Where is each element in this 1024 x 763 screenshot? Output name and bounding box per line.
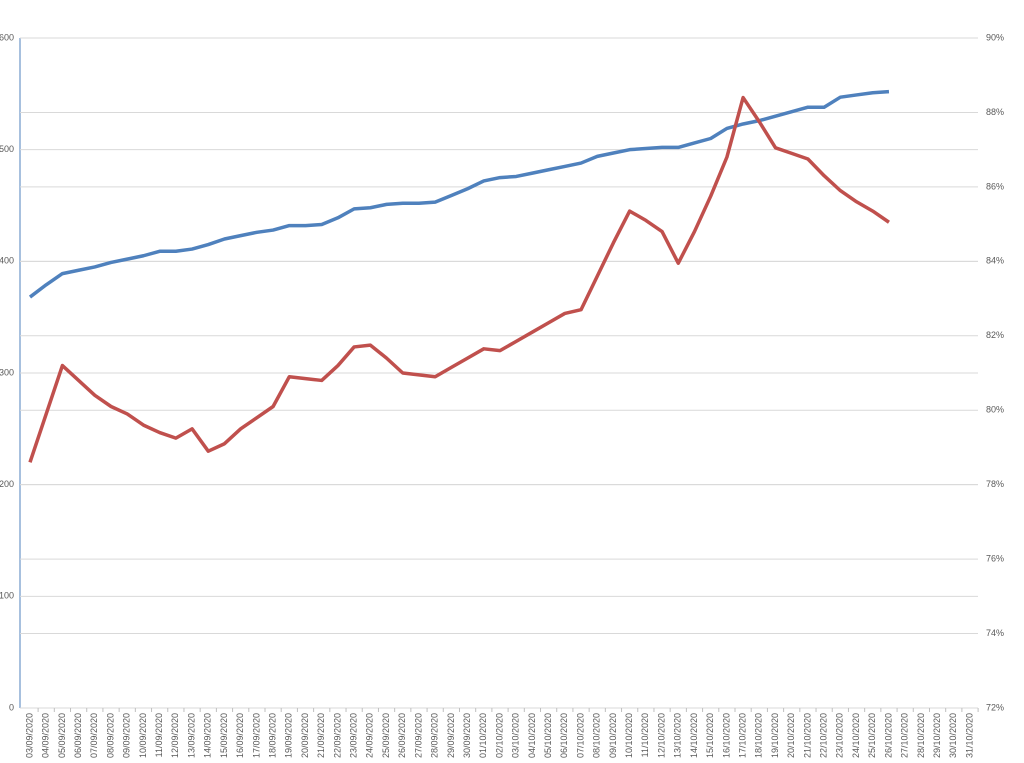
- y-tick-label: 200: [0, 479, 14, 489]
- x-tick-label: 04/09/2020: [41, 713, 51, 758]
- x-tick-label: 26/10/2020: [883, 713, 893, 758]
- x-tick-label: 30/09/2020: [462, 713, 472, 758]
- x-tick-label: 07/09/2020: [89, 713, 99, 758]
- x-tick-label: 09/09/2020: [122, 713, 132, 758]
- x-tick-label: 25/09/2020: [381, 713, 391, 758]
- x-tick-label: 10/09/2020: [138, 713, 148, 758]
- y2-tick-label: 76%: [986, 553, 1004, 563]
- x-tick-label: 29/10/2020: [932, 713, 942, 758]
- x-tick-label: 12/09/2020: [170, 713, 180, 758]
- x-tick-label: 20/10/2020: [786, 713, 796, 758]
- x-tick-label: 28/10/2020: [916, 713, 926, 758]
- x-tick-label: 30/10/2020: [948, 713, 958, 758]
- x-tick-label: 19/09/2020: [284, 713, 294, 758]
- y2-tick-label: 84%: [986, 256, 1004, 266]
- y-tick-label: 100: [0, 591, 14, 601]
- y2-tick-label: 78%: [986, 479, 1004, 489]
- x-tick-label: 05/09/2020: [57, 713, 67, 758]
- x-tick-label: 22/10/2020: [819, 713, 829, 758]
- x-tick-label: 16/10/2020: [721, 713, 731, 758]
- y-tick-label: 300: [0, 367, 14, 377]
- x-tick-label: 26/09/2020: [397, 713, 407, 758]
- x-tick-label: 04/10/2020: [527, 713, 537, 758]
- x-tick-label: 17/09/2020: [251, 713, 261, 758]
- x-tick-label: 03/10/2020: [511, 713, 521, 758]
- x-tick-label: 18/09/2020: [267, 713, 277, 758]
- y-tick-label: 600: [0, 32, 14, 42]
- x-tick-label: 15/09/2020: [219, 713, 229, 758]
- x-tick-label: 13/09/2020: [186, 713, 196, 758]
- x-tick-label: 23/10/2020: [835, 713, 845, 758]
- x-tick-label: 10/10/2020: [624, 713, 634, 758]
- x-tick-label: 23/09/2020: [349, 713, 359, 758]
- x-tick-label: 13/10/2020: [673, 713, 683, 758]
- x-tick-label: 29/09/2020: [446, 713, 456, 758]
- x-tick-label: 09/10/2020: [608, 713, 618, 758]
- x-tick-label: 06/10/2020: [559, 713, 569, 758]
- x-tick-label: 21/09/2020: [316, 713, 326, 758]
- x-tick-label: 07/10/2020: [575, 713, 585, 758]
- x-tick-label: 27/09/2020: [413, 713, 423, 758]
- x-tick-label: 24/09/2020: [365, 713, 375, 758]
- x-tick-label: 08/09/2020: [105, 713, 115, 758]
- y2-tick-label: 72%: [986, 702, 1004, 712]
- x-tick-label: 19/10/2020: [770, 713, 780, 758]
- x-tick-label: 21/10/2020: [802, 713, 812, 758]
- x-tick-label: 14/09/2020: [203, 713, 213, 758]
- x-tick-label: 31/10/2020: [964, 713, 974, 758]
- x-tick-label: 28/09/2020: [430, 713, 440, 758]
- x-tick-label: 08/10/2020: [592, 713, 602, 758]
- x-tick-label: 27/10/2020: [900, 713, 910, 758]
- x-tick-label: 03/09/2020: [24, 713, 34, 758]
- x-tick-label: 20/09/2020: [300, 713, 310, 758]
- x-tick-label: 05/10/2020: [543, 713, 553, 758]
- x-tick-label: 25/10/2020: [867, 713, 877, 758]
- y2-tick-label: 86%: [986, 181, 1004, 191]
- y-tick-label: 0: [9, 702, 14, 712]
- series-line: [28, 95, 890, 463]
- x-tick-label: 11/10/2020: [640, 713, 650, 757]
- x-tick-label: 14/10/2020: [689, 713, 699, 758]
- y-tick-label: 400: [0, 256, 14, 266]
- y2-tick-label: 82%: [986, 330, 1004, 340]
- y2-tick-label: 88%: [986, 107, 1004, 117]
- x-tick-label: 02/10/2020: [494, 713, 504, 758]
- x-tick-label: 01/10/2020: [478, 713, 488, 758]
- x-tick-label: 17/10/2020: [737, 713, 747, 758]
- y2-tick-label: 80%: [986, 405, 1004, 415]
- y-tick-label: 500: [0, 144, 14, 154]
- x-tick-label: 15/10/2020: [705, 713, 715, 758]
- x-tick-label: 12/10/2020: [656, 713, 666, 758]
- y2-tick-label: 74%: [986, 628, 1004, 638]
- x-tick-label: 24/10/2020: [851, 713, 861, 758]
- x-tick-label: 06/09/2020: [73, 713, 83, 758]
- x-tick-label: 11/09/2020: [154, 713, 164, 757]
- series-line: [28, 89, 890, 299]
- x-tick-label: 18/10/2020: [754, 713, 764, 758]
- x-tick-label: 16/09/2020: [235, 713, 245, 758]
- x-tick-label: 22/09/2020: [332, 713, 342, 758]
- y2-tick-label: 90%: [986, 32, 1004, 42]
